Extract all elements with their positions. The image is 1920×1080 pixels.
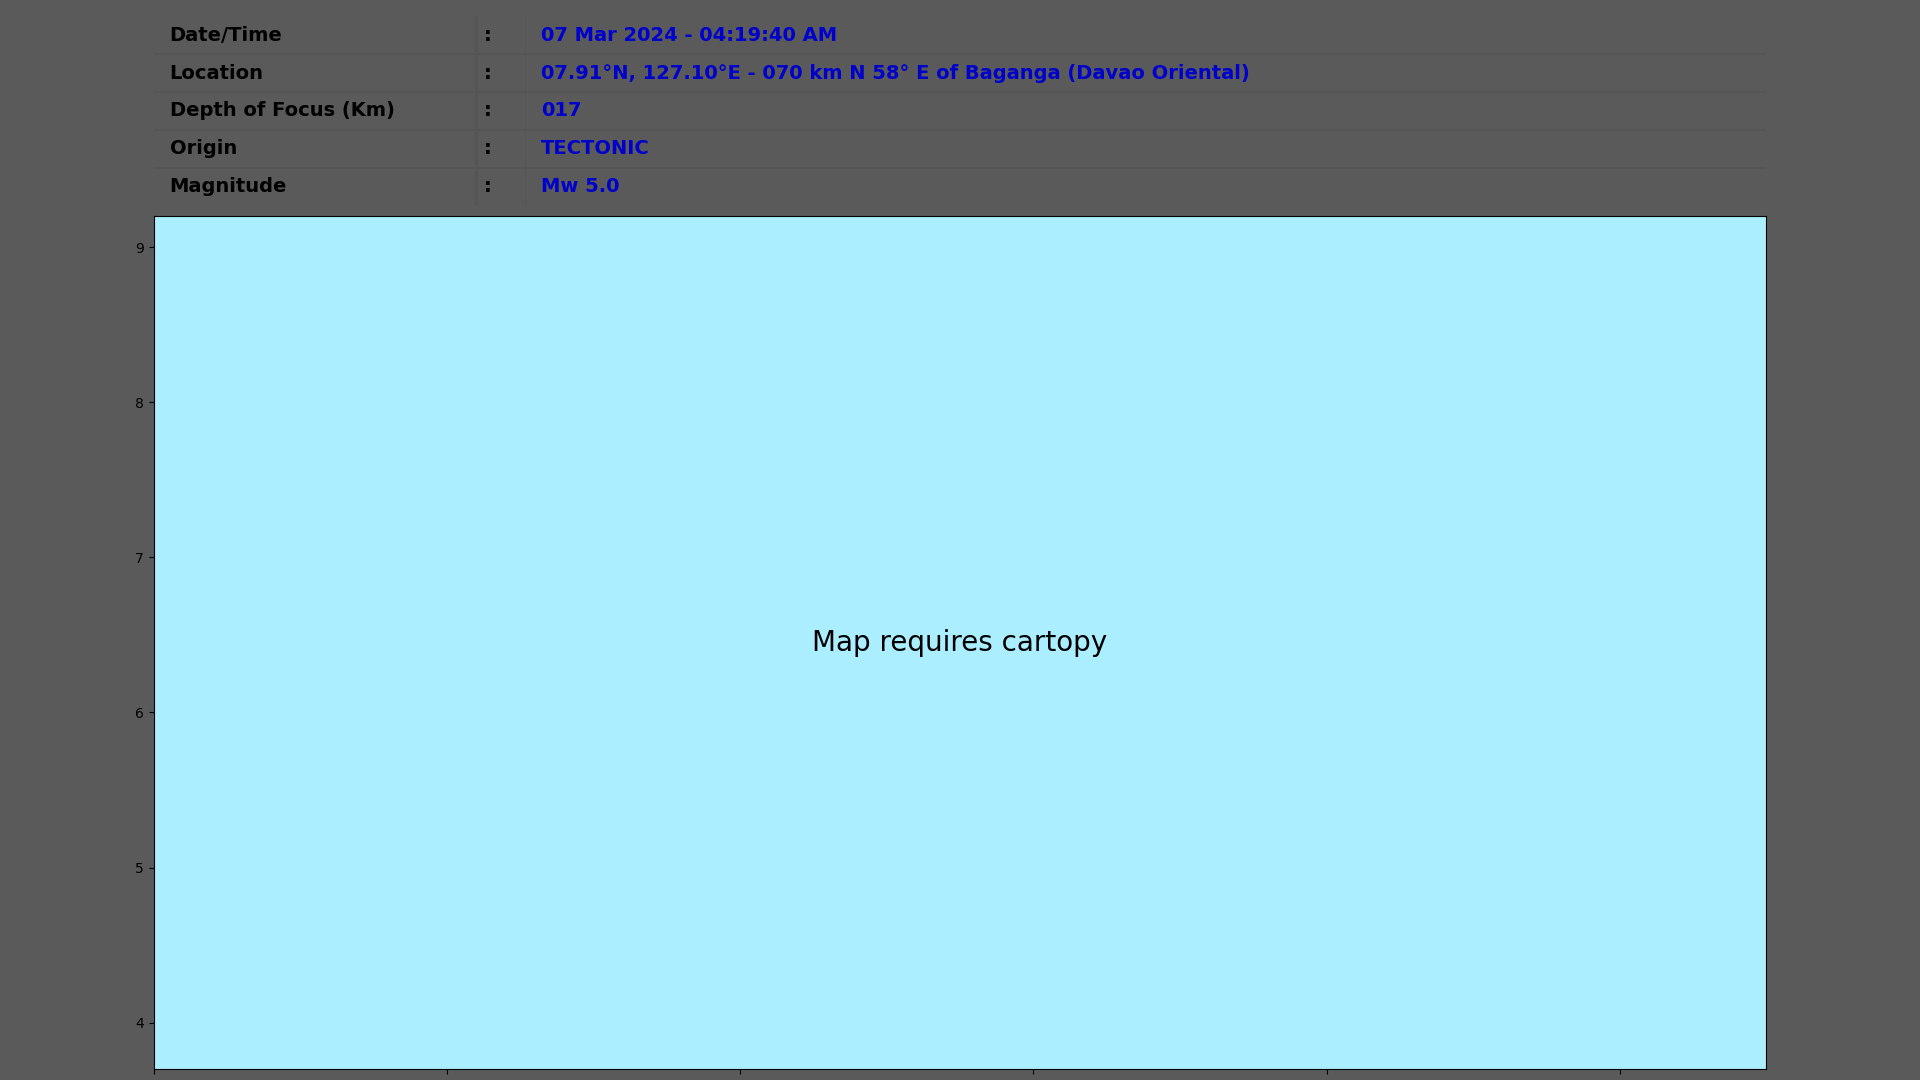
Text: Magnitude: Magnitude: [169, 177, 288, 197]
Text: Location: Location: [169, 64, 263, 82]
Text: :: :: [484, 26, 492, 44]
Text: 07 Mar 2024 - 04:19:40 AM: 07 Mar 2024 - 04:19:40 AM: [541, 26, 837, 44]
Text: Origin: Origin: [169, 139, 236, 159]
Text: :: :: [484, 64, 492, 82]
Text: Mw 5.0: Mw 5.0: [541, 177, 618, 197]
Text: 017: 017: [541, 102, 582, 121]
Text: TECTONIC: TECTONIC: [541, 139, 649, 159]
Text: Date/Time: Date/Time: [169, 26, 282, 44]
Text: :: :: [484, 177, 492, 197]
Text: :: :: [484, 139, 492, 159]
Text: 07.91°N, 127.10°E - 070 km N 58° E of Baganga (Davao Oriental): 07.91°N, 127.10°E - 070 km N 58° E of Ba…: [541, 64, 1250, 82]
Text: Depth of Focus (Km): Depth of Focus (Km): [169, 102, 396, 121]
Text: :: :: [484, 102, 492, 121]
Text: Map requires cartopy: Map requires cartopy: [812, 629, 1108, 657]
